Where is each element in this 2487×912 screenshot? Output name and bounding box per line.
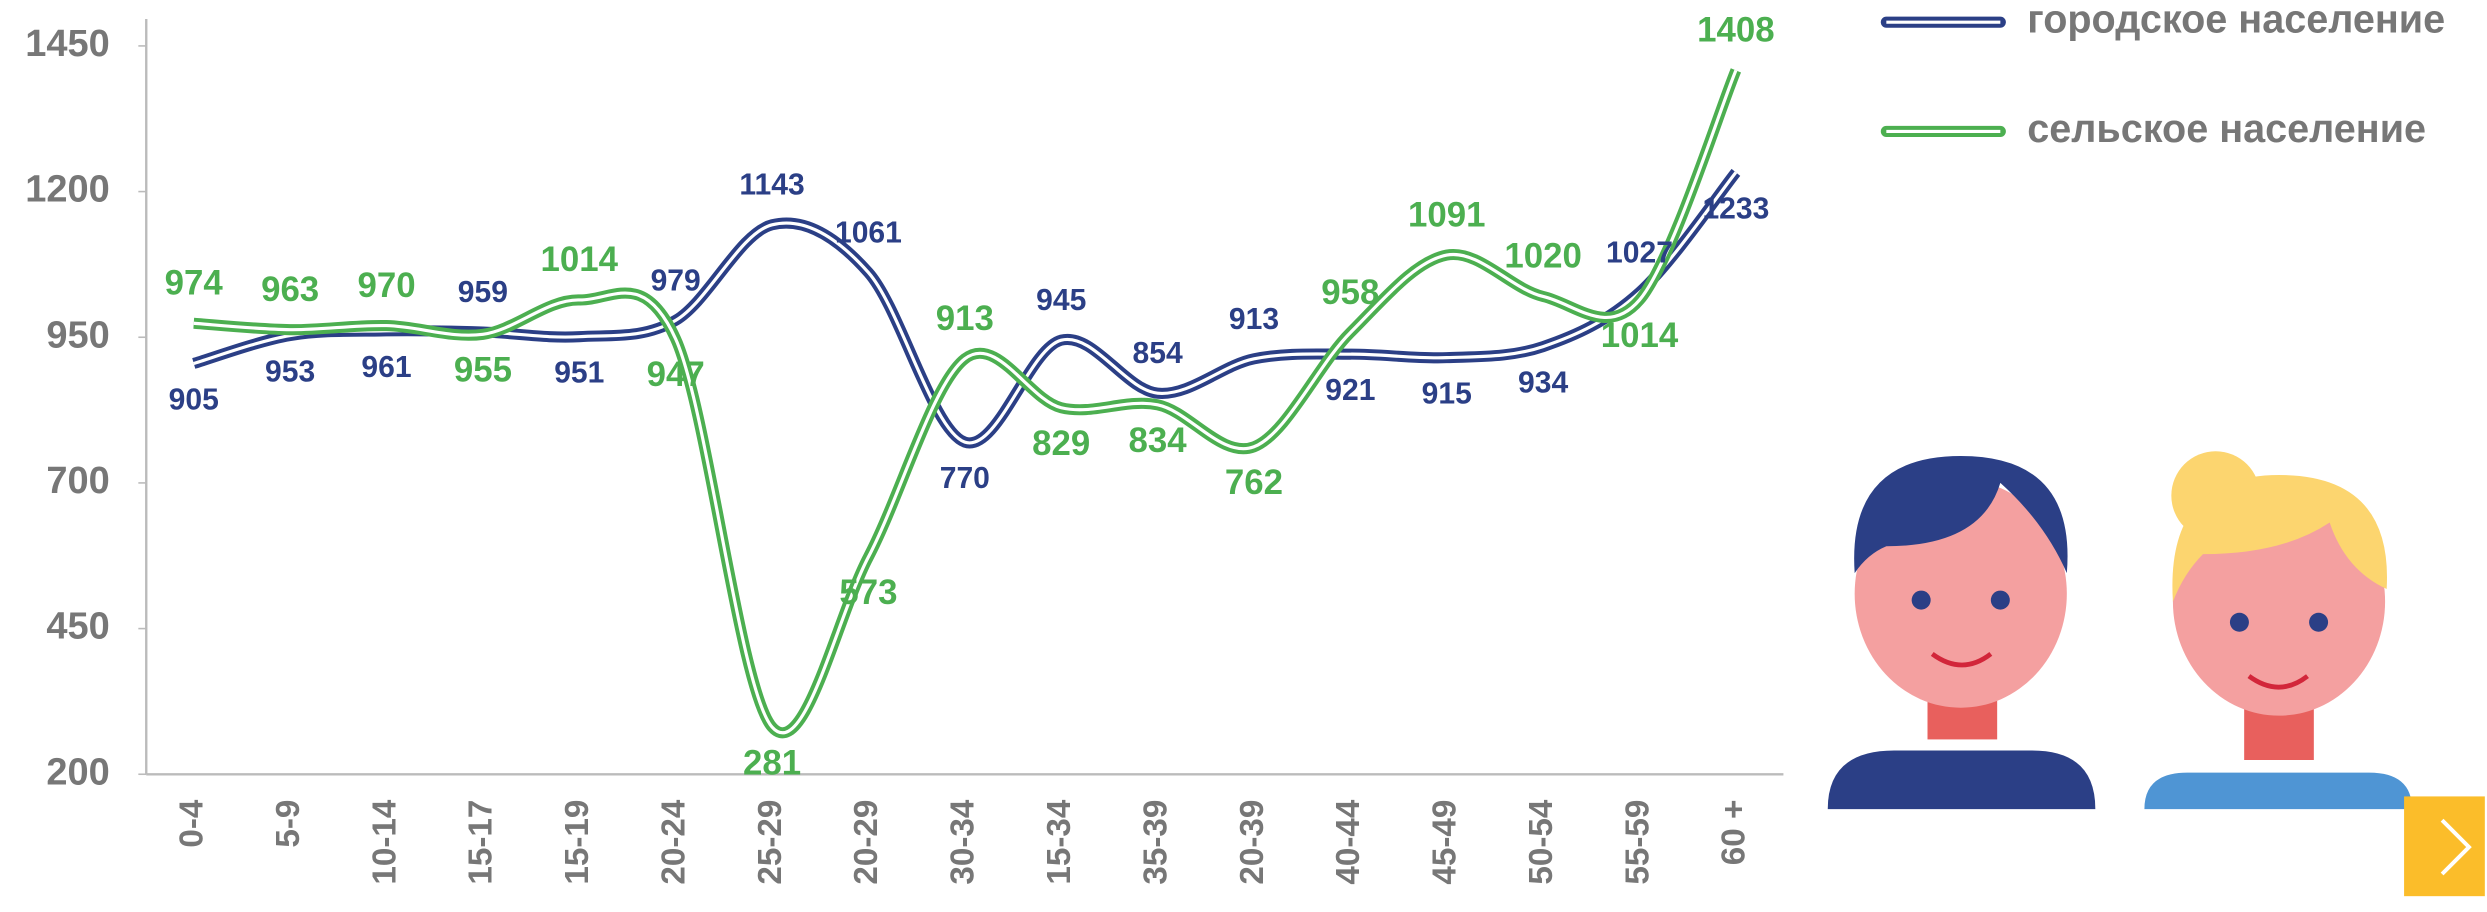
x-tick-label: 30-34 [945, 799, 982, 885]
data-label: 958 [1321, 273, 1379, 312]
y-tick-label: 700 [46, 460, 109, 502]
x-tick-label: 20-24 [655, 799, 692, 885]
x-tick-label: 50-54 [1523, 799, 1560, 885]
data-label: 1027 [1606, 236, 1673, 269]
data-label: 1091 [1408, 195, 1485, 234]
data-label: 947 [647, 355, 705, 394]
data-label: 1143 [739, 169, 804, 202]
x-tick-label: 35-39 [1137, 800, 1174, 885]
next-button-bg[interactable] [2404, 796, 2485, 897]
x-tick-label: 55-59 [1619, 800, 1656, 885]
data-label: 762 [1225, 463, 1283, 502]
data-label: 905 [169, 383, 219, 416]
legend-label: сельское население [2027, 107, 2426, 151]
data-label: 854 [1133, 337, 1183, 370]
x-tick-label: 25-29 [752, 800, 789, 885]
woman-smile [2247, 674, 2309, 690]
y-tick-label: 1450 [25, 23, 110, 65]
data-label: 959 [458, 276, 508, 309]
data-label: 961 [361, 351, 411, 384]
data-label: 915 [1422, 378, 1472, 411]
woman-hair [2172, 475, 2387, 602]
x-tick-label: 0-4 [174, 799, 211, 848]
series-line-highlight [193, 69, 1738, 735]
data-label: 1014 [1601, 316, 1679, 355]
data-label: 913 [936, 299, 994, 338]
data-label: 963 [261, 270, 319, 309]
data-label: 1020 [1504, 237, 1581, 276]
data-label: 945 [1036, 284, 1086, 317]
x-tick-label: 60 + [1716, 800, 1753, 866]
y-tick-label: 1200 [25, 169, 110, 211]
man-smile [1930, 651, 1993, 668]
data-label: 829 [1032, 424, 1090, 463]
data-label: 953 [265, 355, 315, 388]
data-label: 934 [1518, 367, 1568, 400]
x-tick-label: 15-17 [463, 800, 500, 885]
data-label: 951 [554, 357, 604, 390]
legend-label: городское население [2027, 0, 2445, 42]
data-label: 770 [940, 462, 990, 495]
data-label: 913 [1229, 303, 1279, 336]
x-tick-label: 5-9 [270, 800, 307, 848]
next-button[interactable] [2404, 796, 2485, 897]
y-tick-label: 450 [46, 606, 109, 648]
x-tick-label: 15-34 [1041, 799, 1078, 885]
x-tick-label: 20-29 [848, 800, 885, 885]
man-eye [1911, 590, 1931, 610]
data-label: 1061 [835, 217, 902, 250]
illustration [1827, 451, 2412, 810]
man-hair [1854, 456, 2068, 574]
man-eye [1990, 590, 2010, 610]
man-body [1827, 750, 2096, 810]
data-label: 974 [165, 263, 224, 302]
x-tick-label: 40-44 [1330, 799, 1367, 885]
data-label: 955 [454, 351, 512, 390]
data-label: 573 [839, 573, 897, 612]
x-tick-label: 15-19 [559, 800, 596, 885]
y-tick-label: 200 [46, 751, 109, 793]
data-label: 1014 [541, 240, 619, 279]
data-label: 1408 [1697, 11, 1774, 50]
x-tick-label: 10-14 [366, 799, 403, 885]
woman-body [2144, 772, 2412, 810]
data-label: 970 [357, 266, 415, 305]
y-tick-label: 950 [46, 314, 109, 356]
woman-eye [2229, 612, 2249, 632]
x-tick-label: 20-39 [1234, 800, 1271, 885]
series-line [193, 68, 1742, 739]
data-label: 979 [651, 264, 701, 297]
next-arrow[interactable] [2440, 818, 2472, 876]
data-label: 281 [743, 743, 801, 782]
data-label: 921 [1325, 374, 1375, 407]
x-tick-label: 45-49 [1427, 800, 1464, 885]
data-label: 1233 [1702, 192, 1769, 225]
data-label: 834 [1129, 421, 1188, 460]
woman-eye [2309, 612, 2329, 632]
